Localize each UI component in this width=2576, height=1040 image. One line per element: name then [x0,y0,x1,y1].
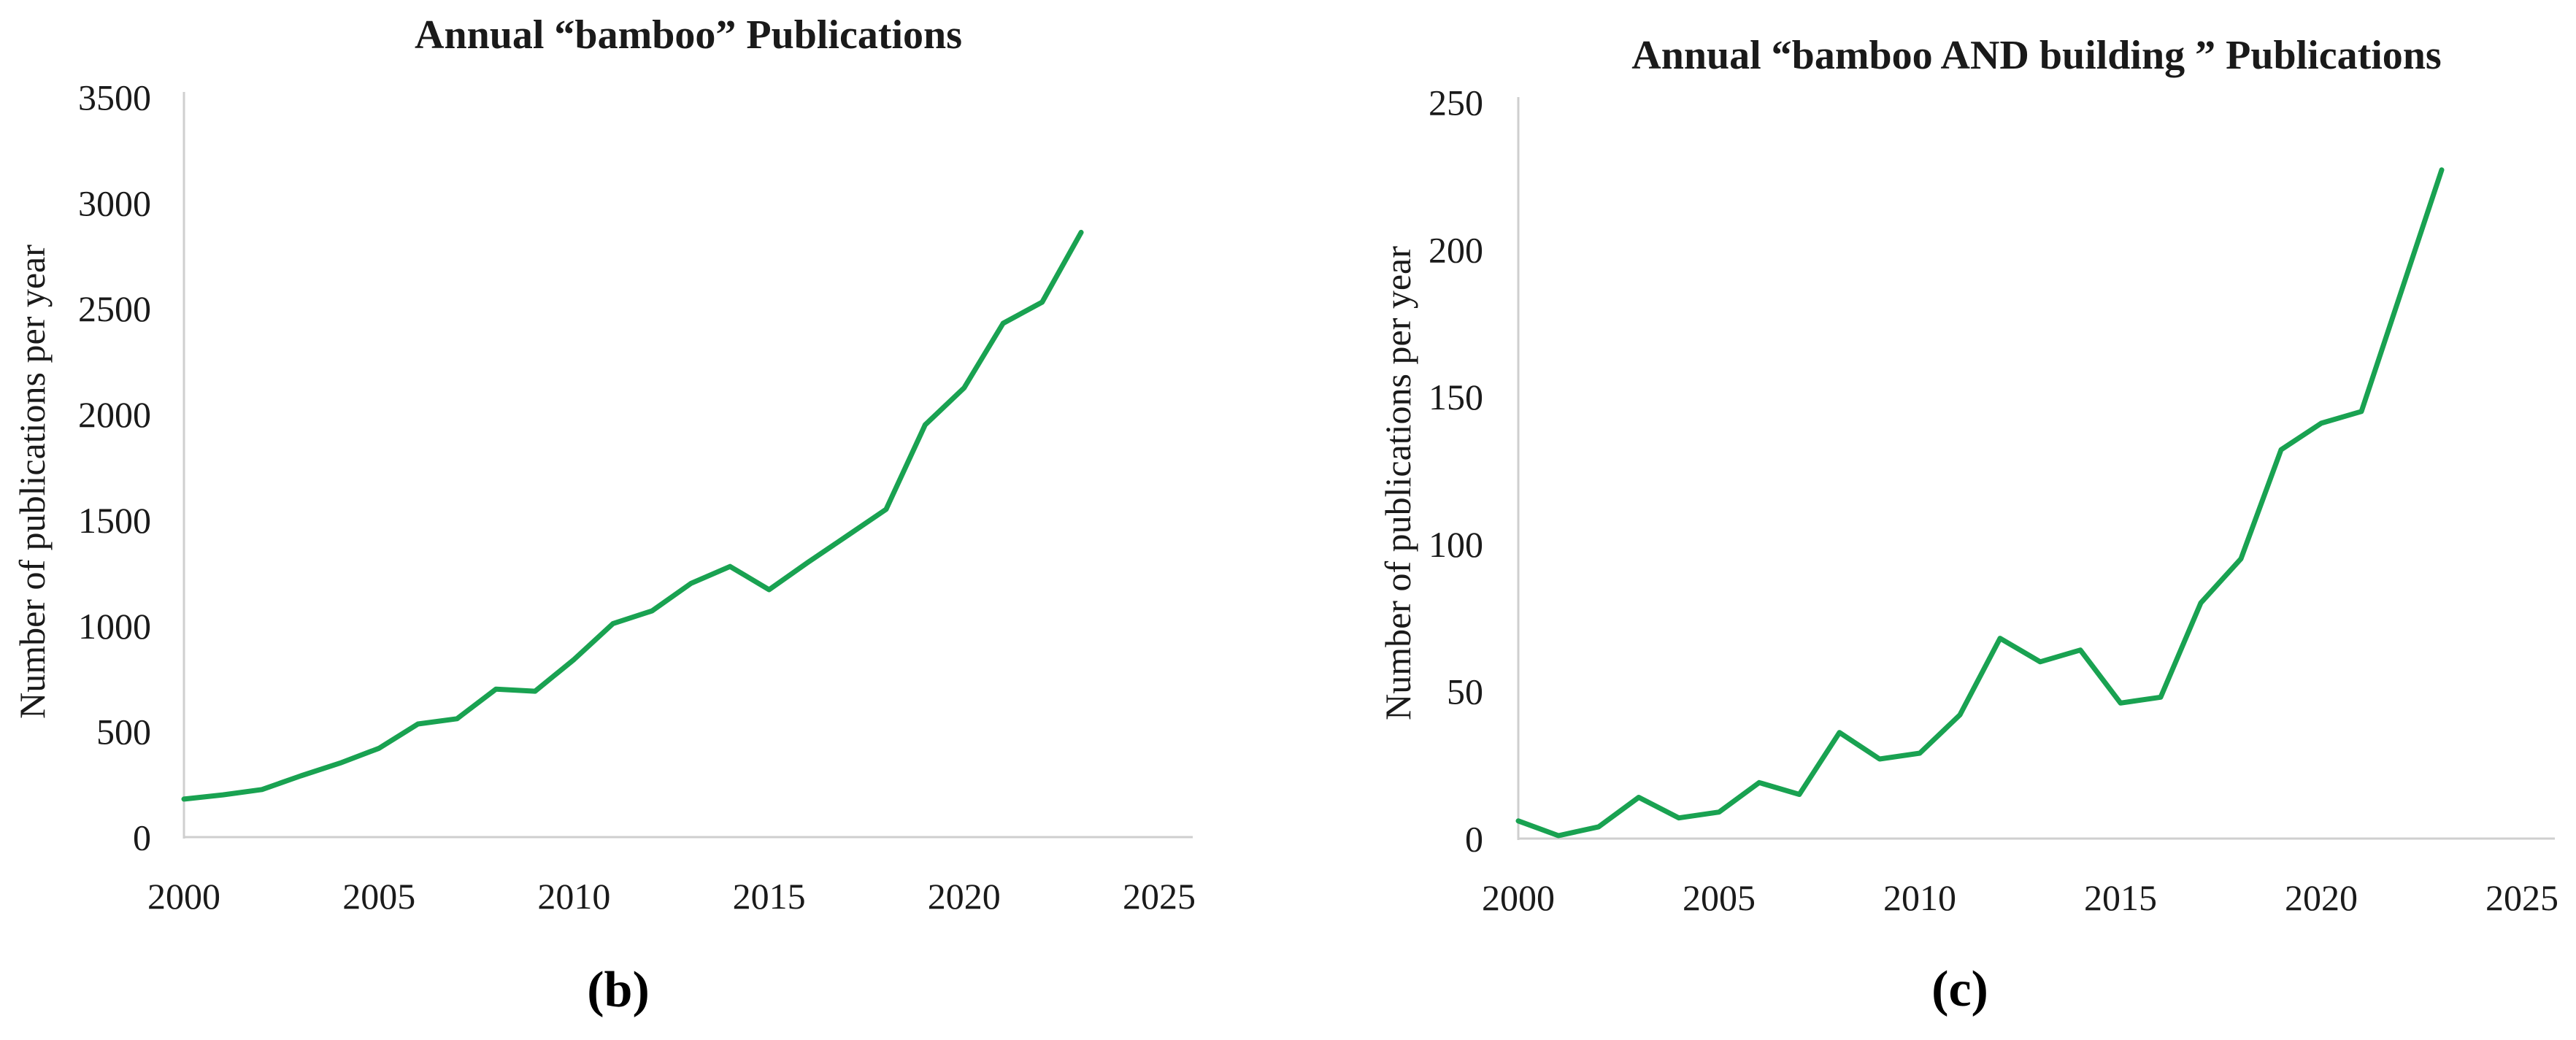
chart-b-caption: (b) [587,962,650,1018]
y-tick-label: 3500 [78,77,151,118]
y-tick-label: 3000 [78,182,151,223]
publications-trend-line [181,229,1084,802]
y-tick-label: 250 [1429,82,1483,123]
y-tick-label: 0 [133,817,151,858]
y-tick-label: 1500 [78,500,151,541]
y-tick-label: 150 [1429,377,1483,417]
chart-b-title: Annual “bamboo” Publications [415,12,962,58]
y-tick-label: 100 [1429,524,1483,565]
y-tick-label: 0 [1465,819,1483,860]
chart-c-caption: (c) [1931,961,1988,1017]
x-tick-label: 2005 [1683,877,1756,918]
y-tick-label: 1000 [78,606,151,647]
y-tick-label: 50 [1447,671,1483,712]
chart-c-title: Annual “bamboo AND building ” Publicatio… [1631,33,2442,78]
x-tick-label: 2015 [2084,877,2157,918]
x-tick-label: 2010 [1883,877,1956,918]
x-tick-label: 2020 [928,876,1001,917]
publications-trend-line [1515,167,2445,839]
y-tick-label: 500 [96,712,151,752]
y-tick-label: 2000 [78,394,151,435]
x-tick-label: 2020 [2285,877,2358,918]
y-tick-label: 2500 [78,288,151,329]
y-tick-label: 200 [1429,229,1483,270]
x-tick-label: 2015 [733,876,806,917]
x-tick-label: 2025 [2485,877,2558,918]
x-tick-label: 2005 [342,876,415,917]
x-tick-label: 2000 [147,876,220,917]
x-tick-label: 2010 [537,876,610,917]
x-tick-label: 2025 [1123,876,1196,917]
x-tick-label: 2000 [1482,877,1555,918]
